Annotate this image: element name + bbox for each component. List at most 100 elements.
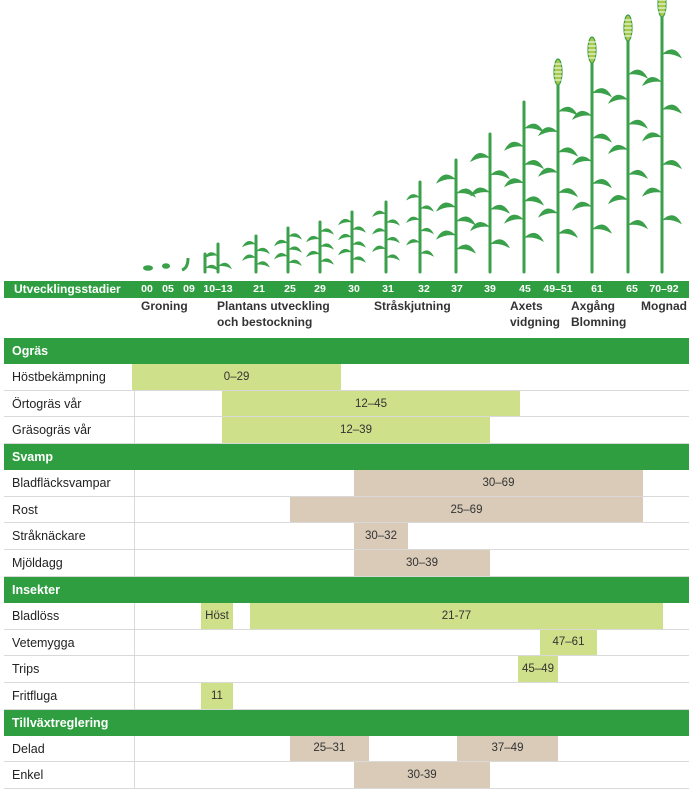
timing-bar: 0–29: [132, 364, 342, 390]
timing-bar: 25–69: [290, 496, 643, 523]
stage-code: 30: [348, 283, 360, 295]
leaf-icon: [338, 218, 352, 226]
leaf-icon: [306, 235, 320, 243]
leaf-icon: [288, 233, 302, 240]
stage-bar: Utvecklingsstadier 00 05 09 10–13 21 25 29 30 31…: [4, 281, 689, 298]
row-divider: [134, 390, 135, 417]
timing-bar: Höst: [201, 602, 233, 629]
phase-mognad: Mognad: [641, 298, 687, 314]
table-row: Vetemygga 47–61: [4, 629, 689, 657]
table-row: Stråknäckare 30–32: [4, 523, 689, 551]
leaf-icon: [242, 254, 256, 261]
row-label: Stråknäckare: [12, 529, 86, 544]
leaf-icon: [558, 228, 578, 238]
row-divider: [134, 550, 135, 576]
leaf-icon: [218, 262, 232, 270]
leaf-icon: [386, 254, 400, 261]
row-divider: [134, 629, 135, 656]
phase-line: Plantans utveckling: [217, 299, 330, 313]
leaf-icon: [288, 259, 302, 266]
row-divider: [134, 523, 135, 550]
stage-code: 21: [253, 283, 265, 295]
leaf-icon: [538, 167, 558, 177]
leaf-icon: [490, 204, 510, 214]
section-header-weed: Ogräs: [4, 338, 689, 364]
stage-code: 29: [314, 283, 326, 295]
stage-code: 65: [626, 283, 638, 295]
leaf-icon: [406, 216, 420, 224]
table-row: Gräsogräs vår 12–39: [4, 417, 689, 445]
table-row: Bladlöss Höst 21-77: [4, 602, 689, 630]
leaf-icon: [524, 160, 544, 170]
phase-axgang: Axgång Blomning: [571, 298, 626, 330]
leaf-icon: [386, 236, 400, 244]
leaf-icon: [420, 250, 434, 257]
leaf-icon: [608, 144, 628, 154]
leaf-icon: [456, 216, 476, 226]
leaf-icon: [662, 159, 682, 170]
table-row: Mjöldagg 30–39: [4, 550, 689, 577]
leaf-icon: [274, 239, 288, 247]
leaf-icon: [572, 156, 592, 166]
leaf-icon: [456, 244, 476, 254]
table-row: Delad 25–31 37–49: [4, 735, 689, 763]
leaf-icon: [662, 104, 682, 114]
row-label: Bladfläcksvampar: [12, 476, 111, 491]
stage-code: 39: [484, 283, 496, 295]
row-label: Gräsogräs vår: [12, 423, 92, 438]
leaf-icon: [538, 208, 558, 218]
section-header-fungus: Svamp: [4, 444, 689, 471]
row-label: Trips: [12, 662, 40, 677]
row-divider: [134, 682, 135, 709]
leaf-icon: [288, 246, 302, 253]
leaf-icon: [628, 119, 648, 129]
timing-bar: 37–49: [457, 735, 558, 762]
phase-line: Stråskjutning: [374, 299, 451, 313]
leaf-icon: [628, 169, 648, 180]
leaf-icon: [352, 241, 366, 248]
timing-bar: 30-39: [354, 762, 490, 788]
leaf-icon: [420, 227, 434, 235]
leaf-icon: [662, 49, 682, 59]
leaf-icon: [320, 258, 334, 265]
leaf-icon: [558, 147, 578, 157]
timing-bar: 30–69: [354, 470, 643, 496]
leaf-icon: [320, 243, 334, 250]
leaf-icon: [406, 239, 420, 246]
leaf-icon: [386, 219, 400, 226]
leaf-icon: [470, 187, 490, 197]
stage-code: 61: [591, 283, 603, 295]
leaf-icon: [372, 210, 386, 218]
leaf-icon: [558, 188, 578, 198]
timing-bar: 21-77: [250, 602, 663, 629]
leaf-icon: [524, 232, 544, 242]
phase-groning: Groning: [141, 298, 188, 314]
section-header-insect: Insekter: [4, 576, 689, 603]
leaf-icon: [205, 264, 219, 272]
phase-line: Mognad: [641, 299, 687, 313]
timing-bar: 12–39: [222, 417, 490, 444]
table-row: Enkel 30-39: [4, 762, 689, 789]
leaf-icon: [558, 106, 578, 116]
leaf-icon: [256, 247, 270, 255]
leaf-icon: [242, 240, 256, 248]
seed-icon: [162, 263, 170, 269]
leaf-icon: [320, 228, 334, 235]
stage-code: 45: [519, 283, 531, 295]
leaf-icon: [524, 196, 544, 206]
row-label: Rost: [12, 502, 38, 517]
leaf-icon: [256, 261, 270, 268]
table-row: Örtogräs vår 12–45: [4, 390, 689, 418]
timing-bar: 45–49: [518, 656, 558, 682]
leaf-icon: [490, 170, 510, 180]
leaf-icon: [504, 178, 524, 188]
phase-line: Axets: [510, 299, 543, 313]
stage-code: 31: [382, 283, 394, 295]
leaf-icon: [306, 250, 320, 258]
row-divider: [134, 496, 135, 523]
row-label: Fritfluga: [12, 688, 58, 703]
row-label: Höstbekämpning: [12, 370, 106, 384]
timing-bar: 30–39: [354, 550, 490, 576]
leaf-icon: [338, 248, 352, 256]
leaf-icon: [524, 123, 544, 133]
